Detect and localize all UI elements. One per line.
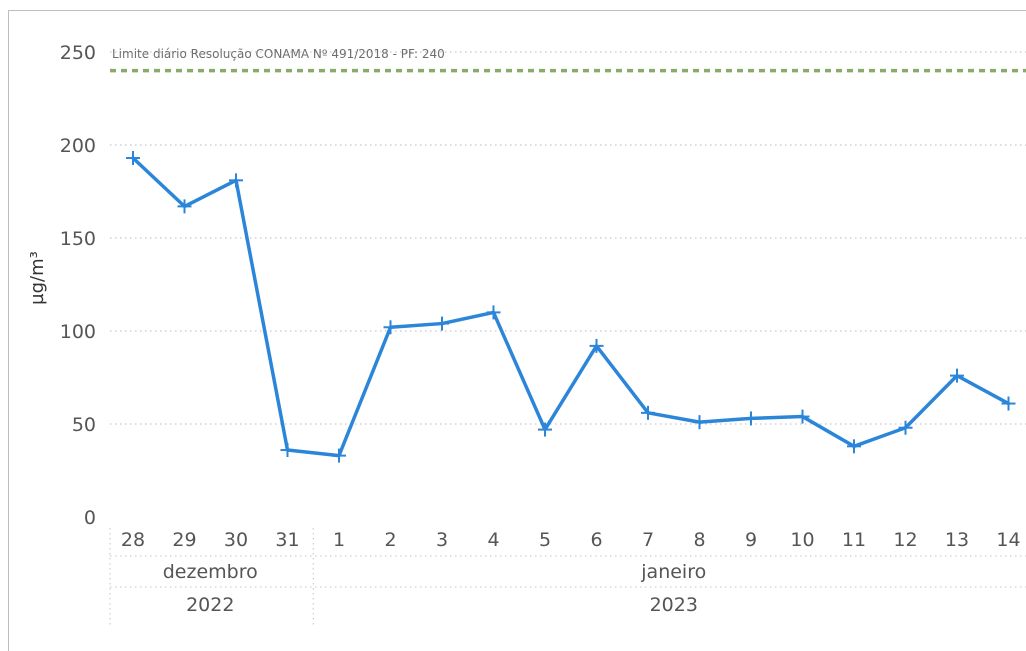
data-point[interactable] bbox=[1001, 396, 1016, 411]
y-tick-label: 0 bbox=[84, 507, 96, 529]
x-tick-label: 31 bbox=[275, 529, 299, 551]
x-tick-label: 13 bbox=[945, 529, 969, 551]
x-tick-label: 4 bbox=[487, 529, 499, 551]
x-tick-label: 2 bbox=[384, 529, 396, 551]
x-tick-label: 3 bbox=[436, 529, 448, 551]
x-tick-label: 1 bbox=[333, 529, 345, 551]
series-group bbox=[126, 151, 1016, 463]
y-tick-label: 250 bbox=[60, 42, 96, 64]
x-tick-label: 30 bbox=[224, 529, 248, 551]
series-line bbox=[131, 156, 1011, 458]
x-tick-label: 12 bbox=[893, 529, 917, 551]
data-point[interactable] bbox=[332, 448, 346, 463]
data-point[interactable] bbox=[692, 415, 707, 430]
data-point[interactable] bbox=[126, 151, 140, 166]
data-point[interactable] bbox=[486, 305, 501, 320]
x-tick-label: 9 bbox=[745, 529, 757, 551]
reference-line-group: Limite diário Resolução CONAMA Nº 491/20… bbox=[110, 47, 1026, 73]
x-tick-label: 5 bbox=[539, 529, 551, 551]
y-tick-label: 50 bbox=[72, 414, 96, 436]
y-tick-label: 200 bbox=[60, 135, 96, 157]
data-point[interactable] bbox=[538, 422, 552, 437]
x-tick-label: 11 bbox=[842, 529, 866, 551]
year-label: 2023 bbox=[650, 594, 698, 616]
x-tick-label: 10 bbox=[790, 529, 814, 551]
data-point[interactable] bbox=[589, 338, 604, 353]
x-tick-label: 8 bbox=[693, 529, 705, 551]
data-point[interactable] bbox=[744, 411, 758, 426]
x-tick-label: 6 bbox=[590, 529, 602, 551]
data-point[interactable] bbox=[435, 316, 449, 331]
month-label: dezembro bbox=[163, 561, 258, 583]
y-tick-label: 150 bbox=[60, 228, 96, 250]
data-point[interactable] bbox=[641, 405, 655, 420]
data-point[interactable] bbox=[795, 409, 810, 424]
data-point[interactable] bbox=[229, 173, 243, 188]
data-point[interactable] bbox=[847, 439, 861, 454]
y-tick-label: 100 bbox=[60, 321, 96, 343]
x-tick-label: 29 bbox=[172, 529, 196, 551]
y-axis: 0 50 100 150 200 250 bbox=[60, 42, 96, 529]
data-point[interactable] bbox=[383, 320, 398, 335]
data-point[interactable] bbox=[177, 199, 192, 214]
data-point[interactable] bbox=[898, 420, 913, 435]
y-axis-label: µg/m³ bbox=[27, 251, 48, 305]
data-point[interactable] bbox=[280, 443, 295, 458]
reference-line-label: Limite diário Resolução CONAMA Nº 491/20… bbox=[112, 47, 445, 61]
year-label: 2022 bbox=[186, 594, 234, 616]
x-tick-label: 7 bbox=[642, 529, 654, 551]
chart-frame bbox=[8, 10, 1026, 651]
x-tick-label: 14 bbox=[996, 529, 1020, 551]
x-tick-label: 28 bbox=[121, 529, 145, 551]
month-label: janeiro bbox=[640, 561, 706, 583]
data-point[interactable] bbox=[950, 368, 964, 383]
line-chart: Limite diário Resolução CONAMA Nº 491/20… bbox=[27, 42, 1026, 625]
